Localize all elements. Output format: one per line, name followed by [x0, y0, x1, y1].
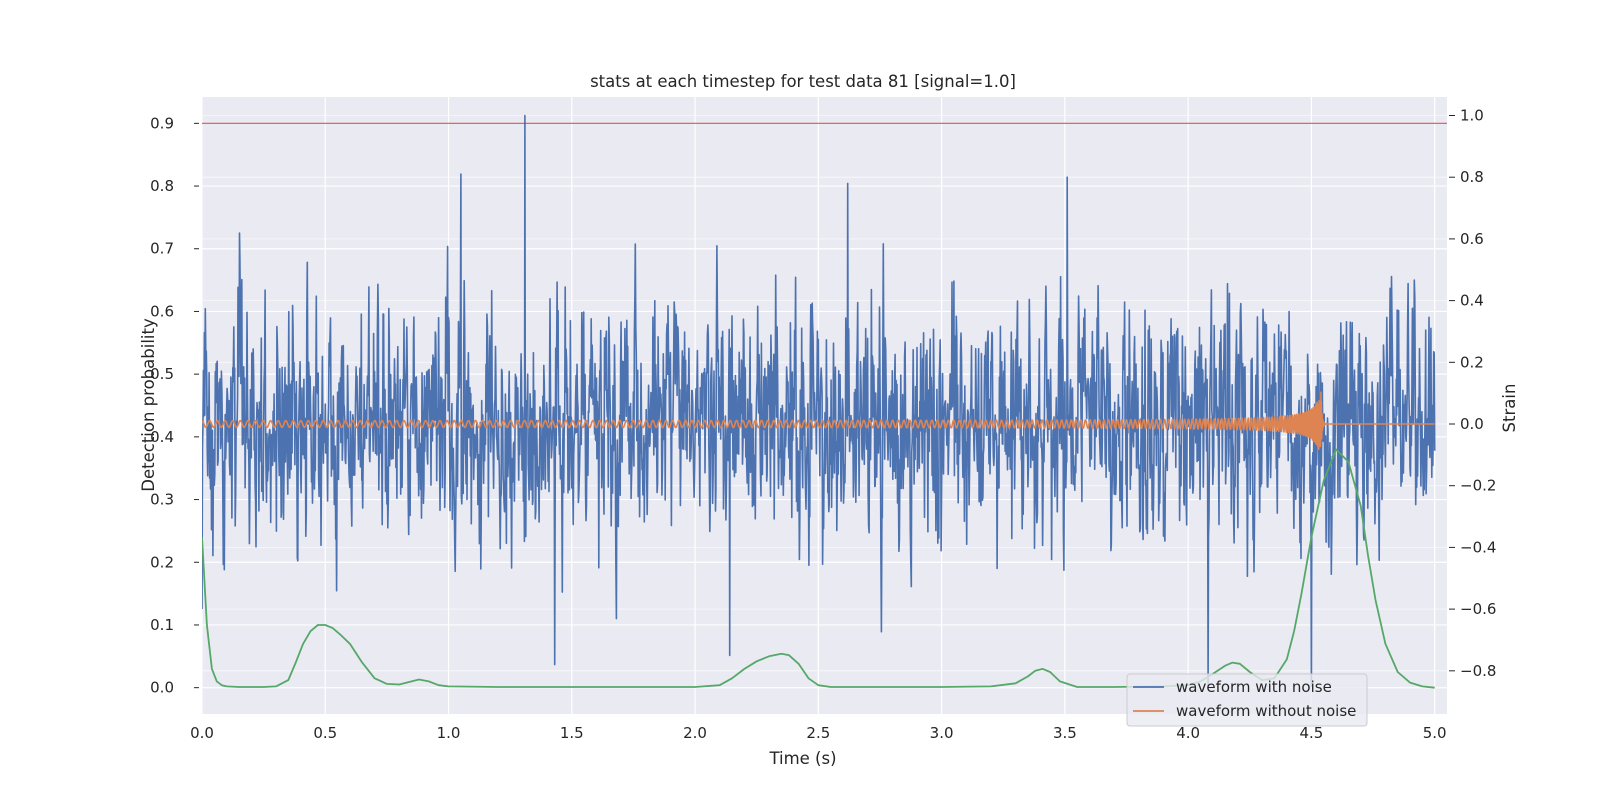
y-tick-label-right: 1.0 — [1460, 107, 1484, 125]
x-tick-label: 0.5 — [313, 724, 337, 742]
series-layer — [202, 114, 1447, 689]
x-tick-label: 2.0 — [683, 724, 707, 742]
x-tick-label: 1.0 — [437, 724, 461, 742]
y-tick-label-right: 0.4 — [1460, 292, 1484, 310]
y-tick-label-left: 0.8 — [150, 177, 174, 195]
y-tick-label-left: 0.6 — [150, 302, 174, 320]
y-tick-label-right: 0.0 — [1460, 415, 1484, 433]
x-tick-label: 3.0 — [930, 724, 954, 742]
y-tick-label-left: 0.2 — [150, 553, 174, 571]
y-tick-label-right: 0.6 — [1460, 230, 1484, 248]
x-axis-label: Time (s) — [768, 749, 836, 768]
y-tick-label-left: 0.1 — [150, 616, 174, 634]
y-tick-label-right: 0.8 — [1460, 168, 1484, 186]
series-waveform-without-noise — [202, 391, 1436, 451]
x-tick-label: 5.0 — [1423, 724, 1447, 742]
x-tick-label: 1.5 — [560, 724, 584, 742]
y-tick-label-left: 0.0 — [150, 679, 174, 697]
y-tick-label-right: −0.2 — [1460, 477, 1496, 495]
y-axis-label-right: Strain — [1500, 384, 1519, 433]
chart-title: stats at each timestep for test data 81 … — [590, 72, 1016, 91]
y-tick-label-right: −0.4 — [1460, 538, 1496, 556]
series-waveform-with-noise — [202, 114, 1436, 688]
y-axis-label-left: Detection probability — [139, 318, 158, 492]
legend-label-clean: waveform without noise — [1176, 702, 1356, 720]
x-tick-label: 2.5 — [806, 724, 830, 742]
y-tick-label-right: 0.2 — [1460, 353, 1484, 371]
y-tick-label-left: 0.3 — [150, 491, 174, 509]
tick-labels: 0.0 0.5 1.0 1.5 2.0 2.5 3.0 3.5 4.0 4.5 5.0 0.0 0.1 0… — [150, 107, 1496, 742]
legend: waveform with noise waveform without noi… — [1126, 673, 1368, 727]
y-tick-label-left: 0.9 — [150, 114, 174, 132]
series-detection-probability — [202, 448, 1435, 689]
y-tick-label-left: 0.5 — [150, 365, 174, 383]
y-tick-label-left: 0.4 — [150, 428, 174, 446]
legend-box — [1126, 673, 1368, 727]
y-tick-label-right: −0.8 — [1460, 662, 1496, 680]
x-tick-label: 0.0 — [190, 724, 214, 742]
y-tick-label-right: −0.6 — [1460, 600, 1496, 618]
legend-label-noise: waveform with noise — [1176, 678, 1332, 696]
x-tick-label: 3.5 — [1053, 724, 1077, 742]
y-tick-label-left: 0.7 — [150, 240, 174, 258]
x-tick-label: 4.0 — [1176, 724, 1200, 742]
x-tick-label: 4.5 — [1299, 724, 1323, 742]
